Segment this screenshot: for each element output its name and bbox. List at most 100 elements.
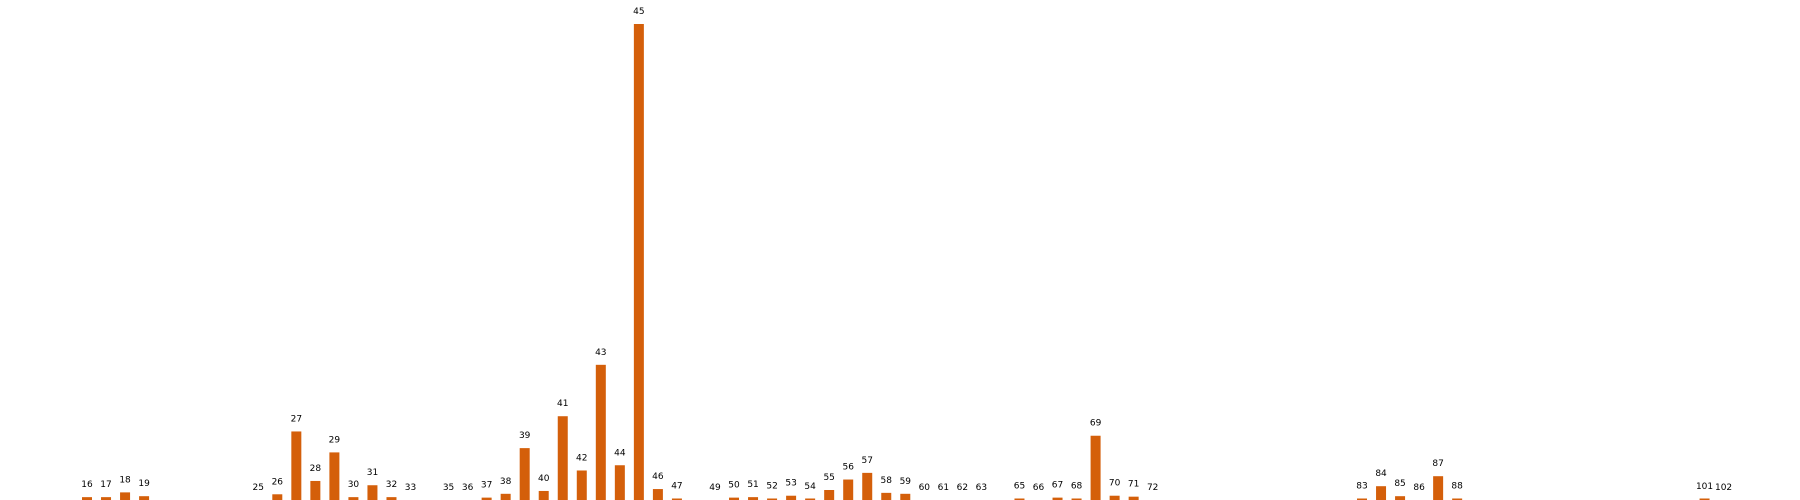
bar-label-30: 30 — [348, 480, 360, 490]
bar-38 — [500, 493, 511, 500]
bar-56 — [843, 479, 854, 500]
bar-18 — [120, 492, 131, 500]
bar-37 — [481, 497, 492, 500]
bar-46 — [652, 489, 663, 500]
bar-label-102: 102 — [1715, 483, 1732, 493]
bar-55 — [824, 490, 835, 500]
bar-57 — [862, 472, 873, 500]
bar-65 — [1014, 498, 1025, 500]
bar-label-88: 88 — [1451, 482, 1463, 492]
bar-41 — [557, 416, 568, 500]
bar-28 — [310, 480, 321, 500]
bar-label-65: 65 — [1014, 482, 1025, 492]
bar-85 — [1395, 496, 1406, 500]
bar-label-40: 40 — [538, 474, 550, 484]
bar-label-68: 68 — [1071, 482, 1083, 492]
data-labels-group: 16 17 18 19 25 26 27 28 29 30 31 32 33 35 36 37 38 39 40 41… — [81, 7, 1732, 493]
bar-label-86: 86 — [1413, 483, 1425, 493]
bar-label-83: 83 — [1356, 482, 1367, 492]
bar-label-101: 101 — [1696, 482, 1713, 492]
bar-44 — [614, 465, 625, 500]
bar-label-53: 53 — [785, 479, 796, 489]
bar-label-36: 36 — [462, 483, 474, 493]
bar-16 — [82, 497, 92, 500]
bar-label-63: 63 — [976, 483, 987, 493]
bar-53 — [786, 495, 797, 500]
bar-52 — [767, 498, 778, 500]
bar-label-47: 47 — [671, 482, 682, 492]
bar-43 — [595, 364, 606, 500]
bar-51 — [748, 497, 759, 500]
bar-label-71: 71 — [1128, 480, 1139, 490]
bar-label-25: 25 — [253, 483, 264, 493]
bar-label-42: 42 — [576, 453, 587, 463]
bar-label-50: 50 — [728, 481, 740, 491]
bar-label-72: 72 — [1147, 483, 1158, 493]
bar-label-16: 16 — [81, 480, 93, 490]
bar-label-37: 37 — [481, 481, 492, 491]
bar-30 — [348, 497, 359, 500]
bar-47 — [671, 498, 682, 500]
bar-label-56: 56 — [842, 463, 854, 473]
bar-50 — [729, 497, 740, 500]
bar-83 — [1357, 498, 1368, 500]
bar-label-18: 18 — [119, 475, 131, 485]
bar-84 — [1376, 486, 1387, 500]
bar-label-84: 84 — [1375, 469, 1387, 479]
bar-label-61: 61 — [938, 483, 949, 493]
bar-19 — [139, 496, 150, 500]
bars-group — [82, 24, 1710, 500]
bar-69 — [1090, 435, 1101, 500]
bar-label-19: 19 — [138, 479, 150, 489]
bar-label-66: 66 — [1033, 483, 1045, 493]
bar-88 — [1452, 498, 1463, 500]
bar-label-32: 32 — [386, 480, 397, 490]
bar-71 — [1128, 496, 1139, 500]
bar-40 — [538, 490, 549, 500]
bar-label-69: 69 — [1090, 419, 1102, 429]
bar-label-54: 54 — [804, 482, 816, 492]
bar-label-27: 27 — [291, 414, 302, 424]
bar-54 — [805, 498, 816, 500]
bar-label-39: 39 — [519, 431, 531, 441]
bar-label-33: 33 — [405, 483, 416, 493]
bar-label-38: 38 — [500, 477, 512, 487]
bar-59 — [900, 493, 911, 500]
bar-87 — [1433, 476, 1444, 500]
bar-42 — [576, 470, 587, 500]
bar-17 — [101, 497, 112, 500]
bar-58 — [881, 492, 892, 500]
bar-label-60: 60 — [919, 483, 931, 493]
bar-29 — [329, 452, 340, 500]
bar-70 — [1109, 495, 1120, 500]
bar-68 — [1071, 498, 1082, 500]
bar-67 — [1052, 497, 1063, 500]
bar-label-59: 59 — [900, 477, 912, 487]
bar-label-43: 43 — [595, 348, 606, 358]
bar-label-62: 62 — [957, 483, 968, 493]
bar-label-52: 52 — [766, 482, 777, 492]
bar-label-85: 85 — [1394, 479, 1405, 489]
bar-label-44: 44 — [614, 448, 626, 458]
bar-label-41: 41 — [557, 399, 568, 409]
bar-label-70: 70 — [1109, 479, 1121, 489]
bar-101 — [1699, 498, 1710, 500]
bar-label-45: 45 — [633, 7, 644, 17]
bar-label-31: 31 — [367, 468, 378, 478]
bar-label-28: 28 — [310, 464, 322, 474]
bar-32 — [386, 497, 397, 500]
bar-label-57: 57 — [862, 456, 873, 466]
bar-label-29: 29 — [329, 435, 341, 445]
bar-label-46: 46 — [652, 472, 664, 482]
bar-label-55: 55 — [823, 473, 834, 483]
bar-label-35: 35 — [443, 483, 454, 493]
bar-45 — [633, 24, 644, 500]
bar-label-26: 26 — [272, 477, 284, 487]
bar-label-67: 67 — [1052, 481, 1063, 491]
bar-39 — [519, 448, 530, 500]
bar-label-49: 49 — [709, 483, 721, 493]
bar-27 — [291, 431, 302, 500]
bar-label-17: 17 — [100, 480, 111, 490]
bar-label-58: 58 — [881, 476, 893, 486]
